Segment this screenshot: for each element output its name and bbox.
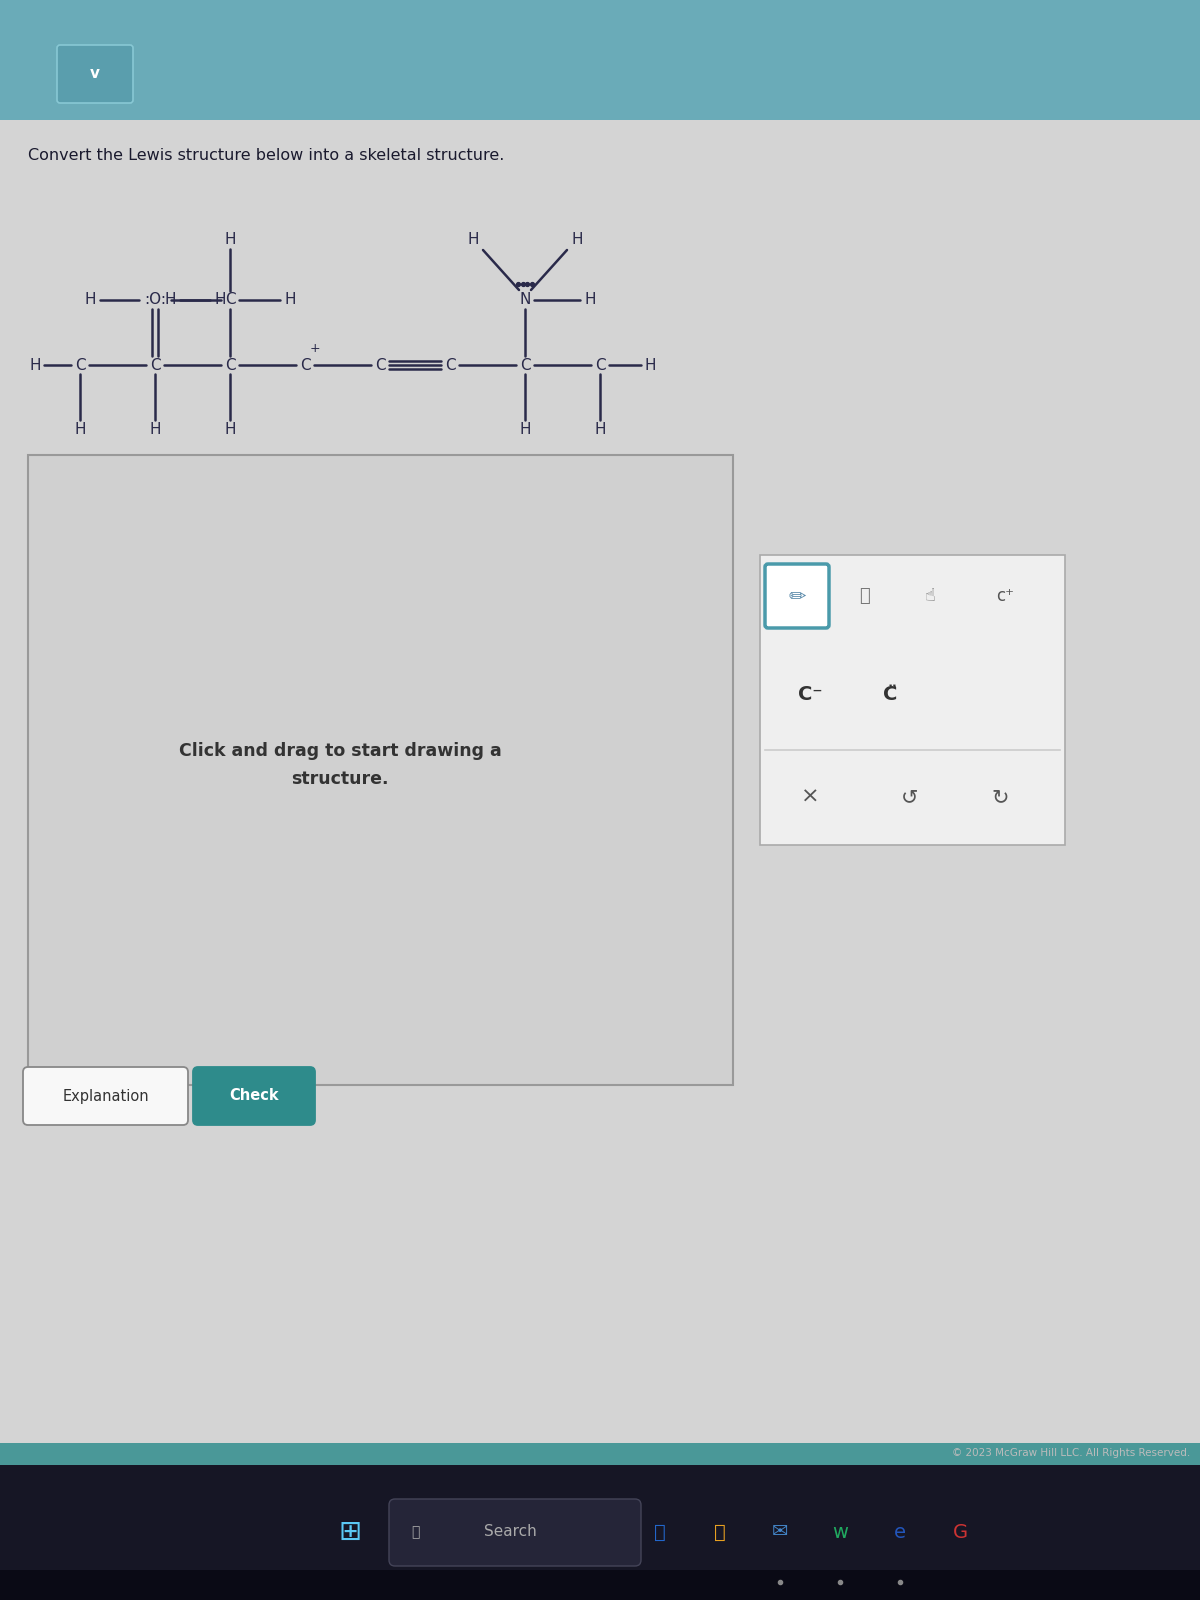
Text: H: H <box>594 422 606 437</box>
FancyBboxPatch shape <box>0 120 1200 1445</box>
Text: H: H <box>571 232 583 248</box>
Text: H: H <box>467 232 479 248</box>
Text: ↺: ↺ <box>901 787 919 806</box>
Text: C⁻: C⁻ <box>798 685 822 704</box>
Text: C: C <box>520 357 530 373</box>
Text: Search: Search <box>484 1525 536 1539</box>
FancyBboxPatch shape <box>0 1464 1200 1600</box>
Text: C: C <box>445 357 455 373</box>
FancyBboxPatch shape <box>28 454 733 1085</box>
Text: ✉: ✉ <box>772 1523 788 1541</box>
Text: C: C <box>150 357 161 373</box>
Text: H: H <box>164 293 175 307</box>
Text: N: N <box>520 293 530 307</box>
Text: H: H <box>520 422 530 437</box>
Text: C: C <box>224 357 235 373</box>
Text: :O:: :O: <box>144 293 166 307</box>
Text: C̈: C̈ <box>883 685 898 704</box>
Text: Click and drag to start drawing a
structure.: Click and drag to start drawing a struct… <box>179 742 502 787</box>
Text: ⊞: ⊞ <box>338 1518 361 1546</box>
Text: c⁺: c⁺ <box>996 587 1014 605</box>
Text: H: H <box>224 422 235 437</box>
FancyBboxPatch shape <box>0 1570 1200 1600</box>
Text: H: H <box>284 293 295 307</box>
Text: H: H <box>84 293 96 307</box>
Text: e: e <box>894 1523 906 1541</box>
Text: v: v <box>90 67 100 82</box>
FancyBboxPatch shape <box>0 0 1200 120</box>
Text: ✏: ✏ <box>788 586 805 606</box>
Text: ☝: ☝ <box>924 587 936 605</box>
Text: Explanation: Explanation <box>62 1088 149 1104</box>
FancyBboxPatch shape <box>766 565 829 627</box>
Text: H: H <box>74 422 85 437</box>
Text: H: H <box>215 293 226 307</box>
Text: H: H <box>149 422 161 437</box>
Text: w: w <box>832 1523 848 1541</box>
Text: +: + <box>310 342 320 355</box>
Text: © 2023 McGraw Hill LLC. All Rights Reserved.: © 2023 McGraw Hill LLC. All Rights Reser… <box>952 1448 1190 1458</box>
Text: 🔍: 🔍 <box>410 1525 419 1539</box>
Text: ×: × <box>800 787 820 806</box>
Text: C: C <box>224 293 235 307</box>
Text: C: C <box>595 357 605 373</box>
FancyBboxPatch shape <box>389 1499 641 1566</box>
Text: C: C <box>300 357 311 373</box>
Text: ↻: ↻ <box>991 787 1009 806</box>
Text: Convert the Lewis structure below into a skeletal structure.: Convert the Lewis structure below into a… <box>28 147 504 163</box>
FancyBboxPatch shape <box>760 555 1066 845</box>
Text: H: H <box>584 293 595 307</box>
FancyBboxPatch shape <box>58 45 133 102</box>
Text: H: H <box>224 232 235 248</box>
Text: C: C <box>374 357 385 373</box>
Text: H: H <box>644 357 655 373</box>
Text: 🧹: 🧹 <box>859 587 870 605</box>
FancyBboxPatch shape <box>23 1067 188 1125</box>
FancyBboxPatch shape <box>0 1443 1200 1466</box>
Text: H: H <box>29 357 41 373</box>
Text: Check: Check <box>229 1088 278 1104</box>
Text: ⬛: ⬛ <box>654 1523 666 1541</box>
Text: G: G <box>953 1523 967 1541</box>
Text: 📁: 📁 <box>714 1523 726 1541</box>
FancyBboxPatch shape <box>193 1067 314 1125</box>
Text: C: C <box>74 357 85 373</box>
